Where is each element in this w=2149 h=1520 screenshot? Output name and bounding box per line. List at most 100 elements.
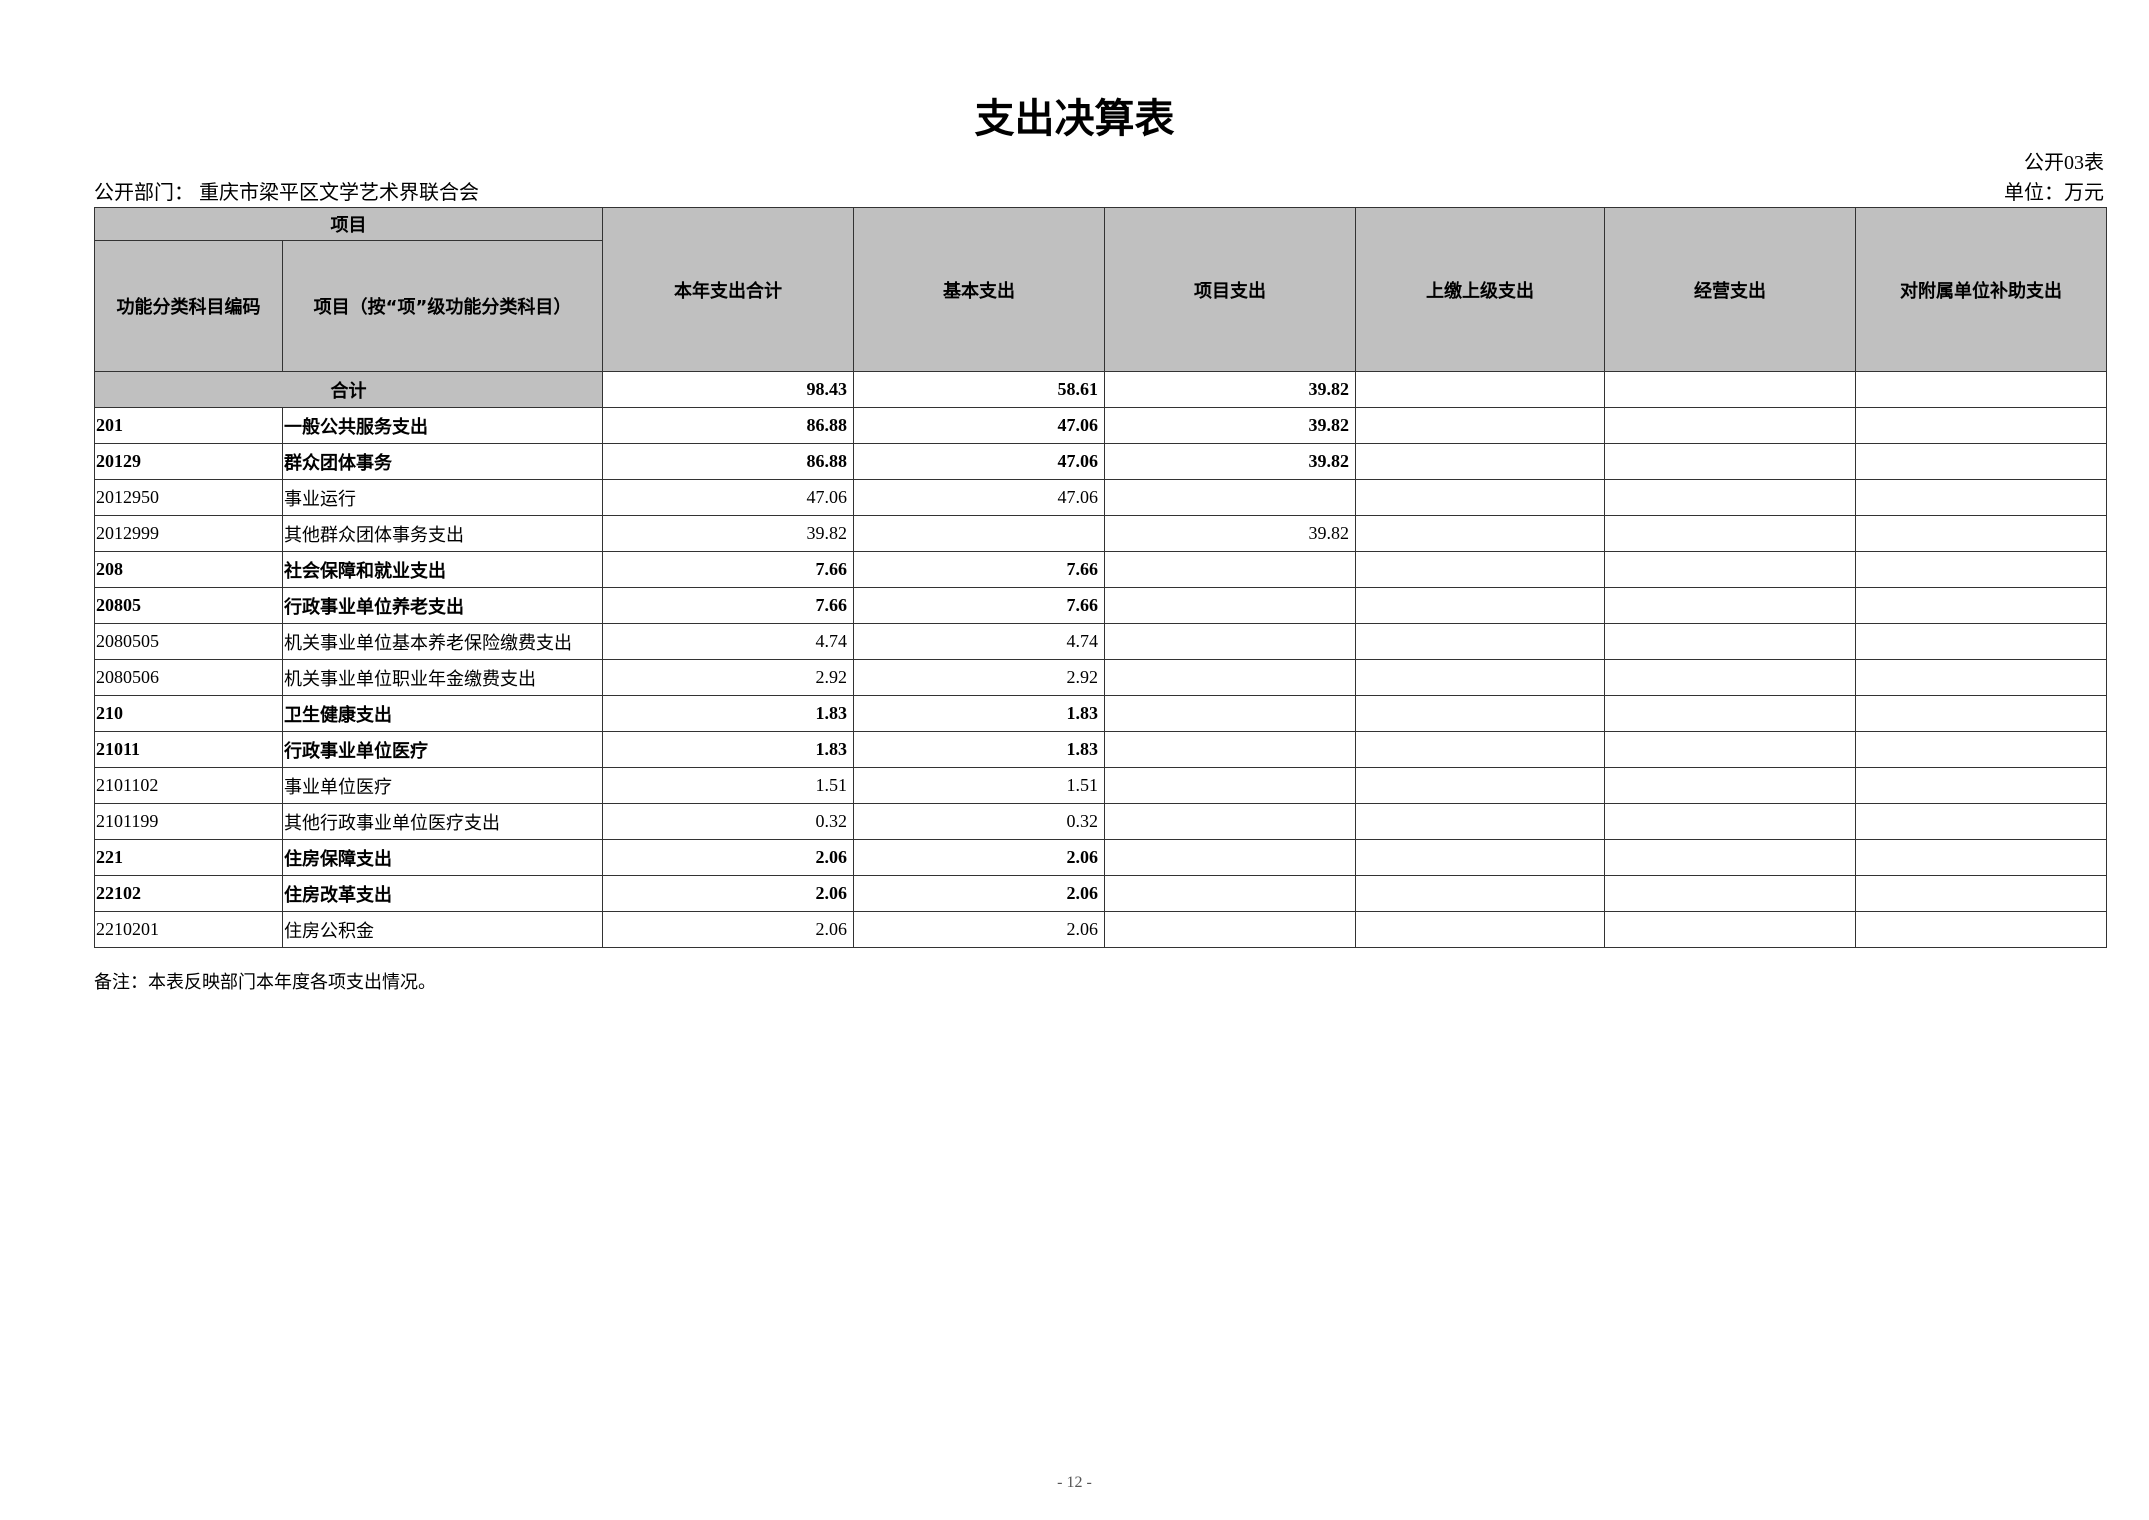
name-cell: 住房公积金 bbox=[282, 911, 603, 948]
table-row: 2012999 其他群众团体事务支出 39.82 39.82 bbox=[94, 515, 2107, 552]
total-cell: 2.92 bbox=[602, 659, 854, 696]
subsidy-cell bbox=[1855, 803, 2107, 840]
business-cell bbox=[1604, 911, 1856, 948]
name-cell: 机关事业单位职业年金缴费支出 bbox=[282, 659, 603, 696]
project-cell bbox=[1104, 623, 1356, 660]
subsidy-cell bbox=[1855, 407, 2107, 444]
name-cell: 行政事业单位养老支出 bbox=[282, 587, 603, 624]
name-cell: 一般公共服务支出 bbox=[282, 407, 603, 444]
project-cell bbox=[1104, 767, 1356, 804]
unit-label: 单位：万元 bbox=[2004, 182, 2104, 204]
subsidy-cell bbox=[1855, 371, 2107, 408]
header-basic: 基本支出 bbox=[853, 207, 1105, 372]
code-cell: 20129 bbox=[94, 443, 283, 480]
upper-cell bbox=[1355, 695, 1605, 732]
business-cell bbox=[1604, 623, 1856, 660]
total-cell: 4.74 bbox=[602, 623, 854, 660]
project-cell bbox=[1104, 479, 1356, 516]
name-cell: 事业运行 bbox=[282, 479, 603, 516]
footnote: 备注：本表反映部门本年度各项支出情况。 bbox=[94, 972, 436, 992]
form-number: 公开03表 bbox=[2024, 152, 2104, 174]
subsidy-cell bbox=[1855, 911, 2107, 948]
table-row: 22102 住房改革支出 2.06 2.06 bbox=[94, 875, 2107, 912]
subsidy-cell bbox=[1855, 587, 2107, 624]
basic-cell: 7.66 bbox=[853, 587, 1105, 624]
name-cell: 住房改革支出 bbox=[282, 875, 603, 912]
table-row: 2101199 其他行政事业单位医疗支出 0.32 0.32 bbox=[94, 803, 2107, 840]
business-cell bbox=[1604, 371, 1856, 408]
upper-cell bbox=[1355, 371, 1605, 408]
basic-cell bbox=[853, 515, 1105, 552]
business-cell bbox=[1604, 803, 1856, 840]
name-cell: 行政事业单位医疗 bbox=[282, 731, 603, 768]
header-name: 项目（按“项”级功能分类科目） bbox=[282, 240, 603, 372]
name-cell: 机关事业单位基本养老保险缴费支出 bbox=[282, 623, 603, 660]
total-cell: 7.66 bbox=[602, 551, 854, 588]
basic-cell: 0.32 bbox=[853, 803, 1105, 840]
subsidy-cell bbox=[1855, 515, 2107, 552]
name-cell: 事业单位医疗 bbox=[282, 767, 603, 804]
business-cell bbox=[1604, 767, 1856, 804]
basic-cell: 2.06 bbox=[853, 839, 1105, 876]
expenditure-table: 项目 本年支出合计 基本支出 项目支出 上缴上级支出 经营支出 对附属单位补助支… bbox=[94, 207, 2107, 948]
table-row: 208 社会保障和就业支出 7.66 7.66 bbox=[94, 551, 2107, 588]
subsidy-cell bbox=[1855, 443, 2107, 480]
code-cell: 21011 bbox=[94, 731, 283, 768]
project-cell: 39.82 bbox=[1104, 371, 1356, 408]
basic-cell: 2.06 bbox=[853, 875, 1105, 912]
basic-cell: 2.06 bbox=[853, 911, 1105, 948]
name-cell: 住房保障支出 bbox=[282, 839, 603, 876]
basic-cell: 2.92 bbox=[853, 659, 1105, 696]
code-cell: 22102 bbox=[94, 875, 283, 912]
name-cell: 群众团体事务 bbox=[282, 443, 603, 480]
project-cell bbox=[1104, 587, 1356, 624]
business-cell bbox=[1604, 731, 1856, 768]
upper-cell bbox=[1355, 659, 1605, 696]
basic-cell: 58.61 bbox=[853, 371, 1105, 408]
business-cell bbox=[1604, 443, 1856, 480]
business-cell bbox=[1604, 479, 1856, 516]
total-cell: 1.51 bbox=[602, 767, 854, 804]
basic-cell: 47.06 bbox=[853, 443, 1105, 480]
basic-cell: 1.83 bbox=[853, 695, 1105, 732]
business-cell bbox=[1604, 551, 1856, 588]
upper-cell bbox=[1355, 767, 1605, 804]
total-cell: 1.83 bbox=[602, 731, 854, 768]
basic-cell: 1.83 bbox=[853, 731, 1105, 768]
business-cell bbox=[1604, 659, 1856, 696]
business-cell bbox=[1604, 407, 1856, 444]
code-cell: 2012999 bbox=[94, 515, 283, 552]
total-cell: 86.88 bbox=[602, 443, 854, 480]
header-total: 本年支出合计 bbox=[602, 207, 854, 372]
project-cell bbox=[1104, 695, 1356, 732]
code-cell: 208 bbox=[94, 551, 283, 588]
table-row: 2080506 机关事业单位职业年金缴费支出 2.92 2.92 bbox=[94, 659, 2107, 696]
subsidy-cell bbox=[1855, 839, 2107, 876]
total-cell: 86.88 bbox=[602, 407, 854, 444]
project-cell: 39.82 bbox=[1104, 515, 1356, 552]
upper-cell bbox=[1355, 731, 1605, 768]
department: 公开部门： 重庆市梁平区文学艺术界联合会 bbox=[94, 182, 479, 204]
table-row: 2012950 事业运行 47.06 47.06 bbox=[94, 479, 2107, 516]
upper-cell bbox=[1355, 551, 1605, 588]
business-cell bbox=[1604, 695, 1856, 732]
page-title: 支出决算表 bbox=[974, 96, 1175, 142]
total-cell: 2.06 bbox=[602, 839, 854, 876]
basic-cell: 47.06 bbox=[853, 407, 1105, 444]
upper-cell bbox=[1355, 587, 1605, 624]
code-cell: 2101102 bbox=[94, 767, 283, 804]
business-cell bbox=[1604, 515, 1856, 552]
name-cell: 卫生健康支出 bbox=[282, 695, 603, 732]
code-cell: 2012950 bbox=[94, 479, 283, 516]
project-cell bbox=[1104, 659, 1356, 696]
total-cell: 47.06 bbox=[602, 479, 854, 516]
header-subsidy: 对附属单位补助支出 bbox=[1855, 207, 2107, 372]
basic-cell: 4.74 bbox=[853, 623, 1105, 660]
basic-cell: 47.06 bbox=[853, 479, 1105, 516]
table-row: 20805 行政事业单位养老支出 7.66 7.66 bbox=[94, 587, 2107, 624]
table-row: 2210201 住房公积金 2.06 2.06 bbox=[94, 911, 2107, 948]
upper-cell bbox=[1355, 803, 1605, 840]
subsidy-cell bbox=[1855, 623, 2107, 660]
total-cell: 2.06 bbox=[602, 875, 854, 912]
table-row: 20129 群众团体事务 86.88 47.06 39.82 bbox=[94, 443, 2107, 480]
